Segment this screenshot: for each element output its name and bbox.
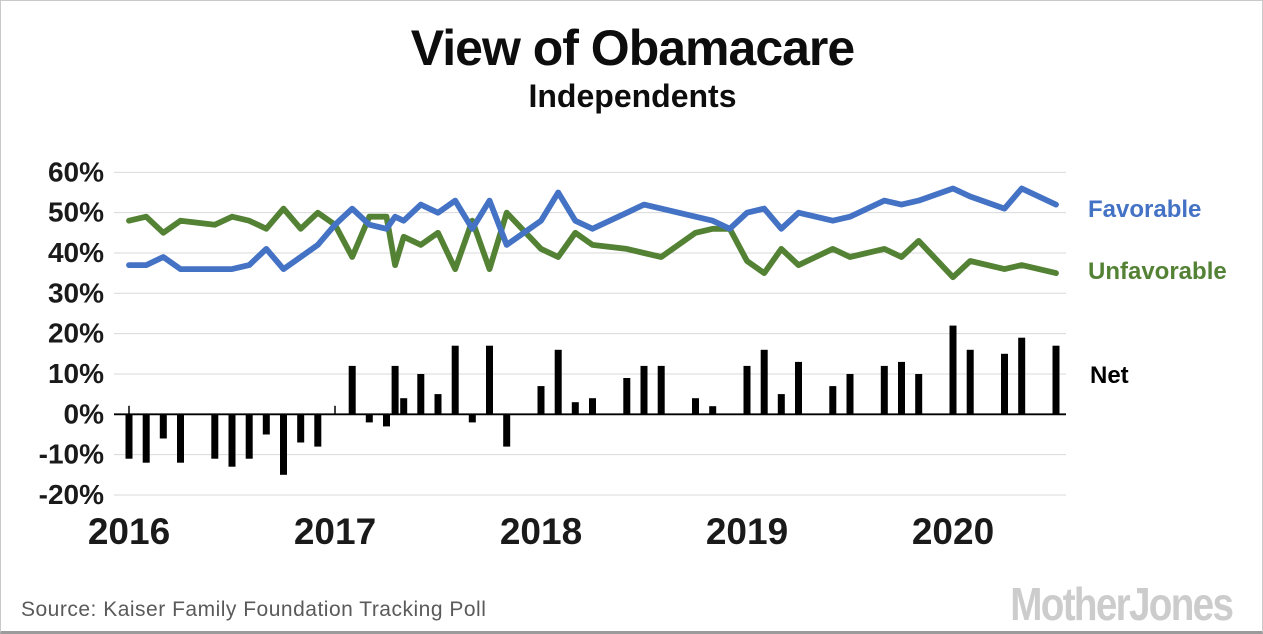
legend-net-label: Net (1090, 362, 1129, 389)
svg-text:2017: 2017 (294, 511, 376, 552)
svg-text:50%: 50% (48, 197, 104, 228)
mother-jones-logo: MotherJones (1010, 578, 1234, 630)
legend-unfavorable-label: Unfavorable (1088, 258, 1227, 285)
svg-text:20%: 20% (48, 318, 104, 349)
svg-text:0%: 0% (64, 398, 105, 429)
svg-text:-10%: -10% (39, 439, 104, 470)
svg-text:60%: 60% (48, 156, 104, 187)
svg-text:2016: 2016 (88, 511, 170, 552)
svg-text:2020: 2020 (912, 511, 994, 552)
svg-text:2018: 2018 (500, 511, 582, 552)
svg-text:30%: 30% (48, 277, 104, 308)
svg-text:2019: 2019 (706, 511, 788, 552)
svg-text:10%: 10% (48, 358, 104, 389)
source-text: Source: Kaiser Family Foundation Trackin… (21, 598, 487, 621)
page-title: View of Obamacare (410, 20, 855, 76)
chart-subtitle: Independents (528, 78, 737, 114)
legend-favorable-label: Favorable (1088, 196, 1202, 223)
svg-text:40%: 40% (48, 237, 104, 268)
svg-text:-20%: -20% (39, 479, 104, 510)
